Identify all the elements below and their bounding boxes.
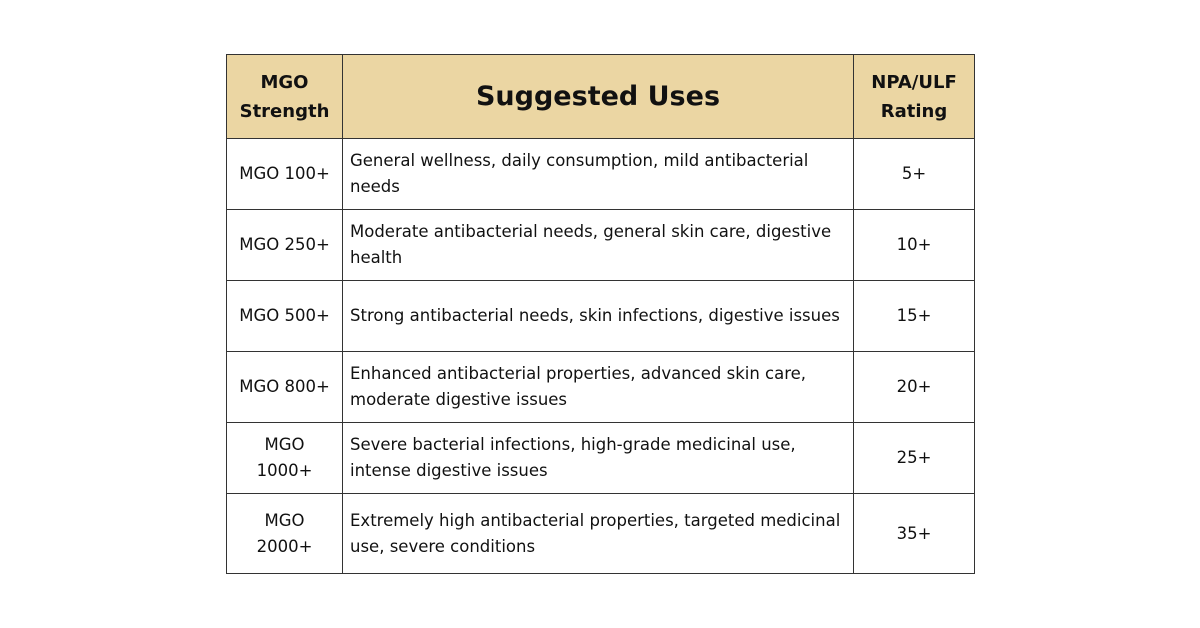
table-row: MGO 250+ Moderate antibacterial needs, ge…: [226, 209, 975, 281]
table-cell: Enhanced antibacterial properties, advan…: [342, 351, 854, 423]
table-cell: 25+: [853, 422, 975, 494]
table-header: MGO Strength Suggested Uses NPA/ULF Rati…: [226, 54, 975, 139]
header-cell: MGO Strength: [226, 54, 343, 139]
table-cell: Extremely high antibacterial properties,…: [342, 493, 854, 574]
table-cell: 20+: [853, 351, 975, 423]
table-cell: MGO 100+: [226, 138, 343, 210]
table-cell: Moderate antibacterial needs, general sk…: [342, 209, 854, 281]
table-body: MGO 100+ General wellness, daily consumpt…: [226, 138, 975, 574]
table-row: MGO 2000+ Extremely high antibacterial pr…: [226, 493, 975, 574]
table-row: MGO 1000+ Severe bacterial infections, hi…: [226, 422, 975, 494]
table-row: MGO 800+ Enhanced antibacterial propertie…: [226, 351, 975, 423]
table-cell: MGO 250+: [226, 209, 343, 281]
table-cell: 10+: [853, 209, 975, 281]
table-cell: 35+: [853, 493, 975, 574]
table-cell: General wellness, daily consumption, mil…: [342, 138, 854, 210]
table-cell: 15+: [853, 280, 975, 352]
table-cell: MGO 800+: [226, 351, 343, 423]
mgo-table: MGO Strength Suggested Uses NPA/ULF Rati…: [226, 54, 975, 574]
table-cell: 5+: [853, 138, 975, 210]
table-row: MGO 500+ Strong antibacterial needs, skin…: [226, 280, 975, 352]
header-row: MGO Strength Suggested Uses NPA/ULF Rati…: [226, 54, 975, 139]
table-cell: Strong antibacterial needs, skin infecti…: [342, 280, 854, 352]
header-cell: Suggested Uses: [342, 54, 854, 139]
table-row: MGO 100+ General wellness, daily consumpt…: [226, 138, 975, 210]
table-cell: MGO 1000+: [226, 422, 343, 494]
table-cell: MGO 500+: [226, 280, 343, 352]
table-cell: Severe bacterial infections, high-grade …: [342, 422, 854, 494]
header-cell: NPA/ULF Rating: [853, 54, 975, 139]
table-cell: MGO 2000+: [226, 493, 343, 574]
